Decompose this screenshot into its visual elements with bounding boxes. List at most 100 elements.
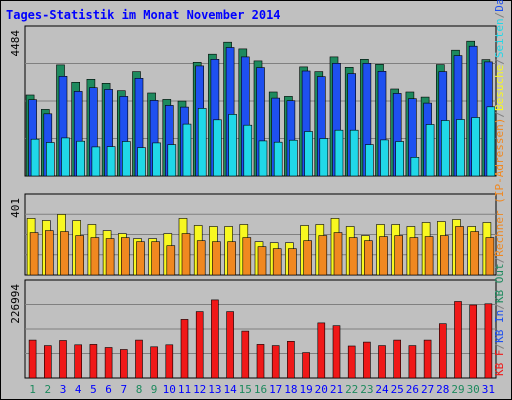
x-tick-label-13: 13 <box>208 383 221 396</box>
legend-segment: / <box>493 12 506 19</box>
traffic-bar-kb-f-2 <box>43 345 52 379</box>
traffic-bar-kb-f-22 <box>347 345 356 379</box>
traffic-bar-kb-f-16 <box>256 344 265 379</box>
legend-segment: Seiten <box>493 18 506 58</box>
traffic-bar-kb-f-26 <box>408 345 417 379</box>
x-tick-label-9: 9 <box>151 383 158 396</box>
x-tick-label-8: 8 <box>136 383 143 396</box>
requests-bar-seiten-23 <box>365 144 374 177</box>
requests-bar-seiten-30 <box>471 117 481 177</box>
traffic-bar-kb-f-25 <box>393 339 402 379</box>
traffic-bar-kb-f-4 <box>74 344 82 379</box>
requests-bar-seiten-5 <box>91 146 101 177</box>
requests-bar-seiten-27 <box>425 124 435 177</box>
visits-bar-rechner-ip-adressen--8 <box>136 241 145 276</box>
x-tick-label-16: 16 <box>254 383 267 396</box>
traffic-bar-kb-f-10 <box>165 344 174 379</box>
traffic-bar-kb-f-30 <box>469 304 478 379</box>
x-tick-label-5: 5 <box>90 383 97 396</box>
visits-bar-rechner-ip-adressen--2 <box>44 230 54 276</box>
x-tick-label-21: 21 <box>330 383 343 396</box>
visits-bar-rechner-ip-adressen--15 <box>242 237 252 276</box>
x-tick-label-22: 22 <box>345 383 358 396</box>
x-tick-label-1: 1 <box>29 383 36 396</box>
visits-bar-rechner-ip-adressen--9 <box>151 241 160 276</box>
requests-bar-seiten-20 <box>319 138 329 177</box>
visits-bar-rechner-ip-adressen--12 <box>196 240 206 276</box>
traffic-bar-kb-f-6 <box>104 347 113 379</box>
x-axis-labels: 1 2 3 4 5 6 7 8 9 10 11 12 13 14 15 16 17 18 19 20 21 22 23 24 2… <box>29 383 495 396</box>
legend-segment: / <box>493 303 506 310</box>
traffic-bar-kb-f-1 <box>28 339 37 379</box>
requests-bar-seiten-21 <box>334 129 344 177</box>
visits-bar-rechner-ip-adressen--29 <box>455 226 464 276</box>
traffic-bar-kb-f-12 <box>195 311 204 379</box>
visits-bar-rechner-ip-adressen--7 <box>121 237 130 276</box>
traffic-bar-kb-f-31 <box>484 303 493 379</box>
visits-bar-rechner-ip-adressen--21 <box>333 232 343 276</box>
traffic-bar-kb-f-28 <box>438 323 447 379</box>
visits-bar-rechner-ip-adressen--5 <box>90 237 100 276</box>
traffic-bar-kb-f-8 <box>135 339 143 379</box>
legend-segment: KB F <box>493 350 506 377</box>
legend-segment: / <box>493 58 506 65</box>
visits-bar-rechner-ip-adressen--19 <box>303 240 312 276</box>
requests-bar-seiten-25 <box>395 141 405 177</box>
x-tick-label-17: 17 <box>269 383 282 396</box>
visits-bar-rechner-ip-adressen--4 <box>75 235 84 276</box>
x-tick-label-11: 11 <box>178 383 191 396</box>
visits-bar-rechner-ip-adressen--20 <box>318 235 328 276</box>
traffic-bar-kb-f-17 <box>271 345 280 379</box>
x-tick-label-27: 27 <box>421 383 434 396</box>
x-tick-label-18: 18 <box>284 383 297 396</box>
x-tick-label-15: 15 <box>239 383 252 396</box>
right-legend: KB F/KB In/KB Out/Rechner (IP-Adressen)/… <box>493 0 506 376</box>
legend-segment: / <box>493 343 506 350</box>
traffic-bar-kb-f-23 <box>363 341 371 379</box>
requests-bar-seiten-24 <box>380 139 389 177</box>
plots: 4484 401 226994 <box>9 25 497 379</box>
visits-bar-rechner-ip-adressen--14 <box>227 241 236 276</box>
legend-segment: KB Out <box>493 263 506 303</box>
y-max-label: 401 <box>9 198 22 218</box>
requests-bar-seiten-28 <box>440 120 450 177</box>
traffic-bar-kb-f-21 <box>332 325 341 379</box>
visits-bar-rechner-ip-adressen--31 <box>485 237 495 276</box>
requests-bar-seiten-18 <box>289 139 298 177</box>
x-tick-label-6: 6 <box>105 383 112 396</box>
visits-bar-rechner-ip-adressen--25 <box>394 235 404 276</box>
visits-bar-rechner-ip-adressen--10 <box>166 245 176 276</box>
requests-bar-seiten-13 <box>213 119 222 177</box>
traffic-bar-kb-f-7 <box>120 349 128 379</box>
traffic-bar-kb-f-11 <box>180 319 189 379</box>
requests-bar-seiten-2 <box>45 142 55 177</box>
requests-bar-seiten-15 <box>243 124 253 177</box>
traffic-bar-kb-f-18 <box>287 340 295 379</box>
traffic-bar-kb-f-24 <box>378 345 386 379</box>
legend-segment: Rechner (IP-Adressen) <box>493 118 506 257</box>
y-max-label: 226994 <box>9 284 22 324</box>
visits-bar-rechner-ip-adressen--30 <box>470 231 480 276</box>
visits-bar-rechner-ip-adressen--26 <box>409 237 419 276</box>
legend-segment: Dateien <box>493 0 506 12</box>
traffic-bar-kb-f-20 <box>317 322 326 379</box>
requests-bar-seiten-1 <box>30 138 40 177</box>
panel-requests: 4484 <box>9 25 497 177</box>
visits-bar-rechner-ip-adressen--27 <box>424 236 434 276</box>
y-max-label: 4484 <box>9 30 22 57</box>
visits-bar-rechner-ip-adressen--1 <box>29 232 39 276</box>
requests-bar-seiten-8 <box>137 147 146 177</box>
visits-bar-rechner-ip-adressen--24 <box>379 236 388 276</box>
requests-bar-seiten-17 <box>273 141 283 177</box>
traffic-bar-kb-f-14 <box>226 311 234 379</box>
traffic-bar-kb-f-13 <box>211 299 219 379</box>
visits-bar-rechner-ip-adressen--17 <box>272 248 282 276</box>
visits-bar-rechner-ip-adressen--16 <box>257 246 267 276</box>
panel-visits: 401 <box>9 193 497 276</box>
traffic-bar-kb-f-3 <box>59 340 67 379</box>
requests-bar-seiten-6 <box>106 146 116 177</box>
x-tick-label-20: 20 <box>315 383 328 396</box>
chart-title: Tages-Statistik im Monat November 2014 <box>6 8 281 22</box>
requests-bar-seiten-16 <box>258 140 268 177</box>
requests-bar-seiten-4 <box>76 140 85 177</box>
